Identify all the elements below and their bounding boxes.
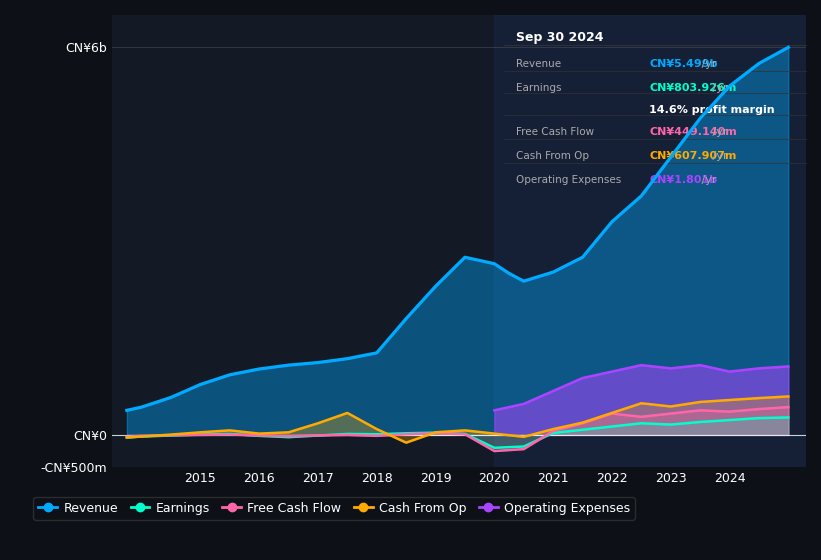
Legend: Revenue, Earnings, Free Cash Flow, Cash From Op, Operating Expenses: Revenue, Earnings, Free Cash Flow, Cash … xyxy=(34,497,635,520)
Bar xyxy=(494,15,806,467)
